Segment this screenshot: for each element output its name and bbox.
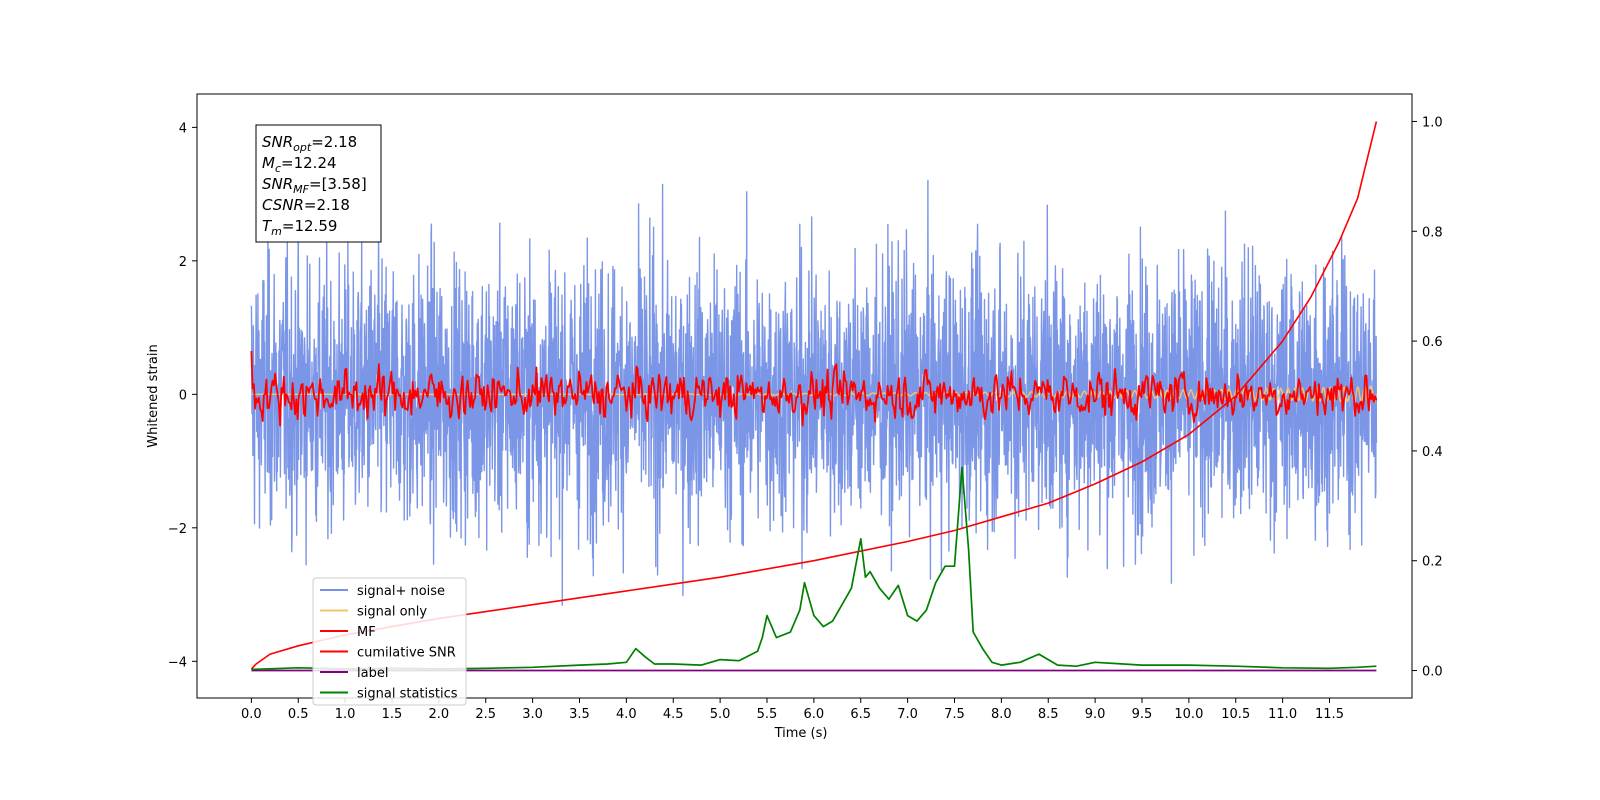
y-tick-label: −4 (168, 655, 187, 670)
x-axis-label: Time (s) (774, 726, 828, 741)
x-tick-label: 7.5 (944, 707, 965, 722)
annotation-line: CSNR=2.18 (262, 196, 350, 214)
y-axis-left: 4 2 0 −2 −4 (168, 121, 197, 670)
legend-entry: signal+ noise (357, 584, 445, 599)
y-tick-label: 2 (179, 255, 187, 270)
x-tick-label: 10.5 (1221, 707, 1250, 722)
y2-tick-label: 1.0 (1422, 115, 1443, 130)
x-tick-label: 3.5 (569, 707, 590, 722)
y-axis-right: 1.0 0.8 0.6 0.4 0.2 0.0 (1412, 115, 1443, 680)
legend-frame (312, 577, 467, 706)
y-tick-label: 0 (179, 388, 187, 403)
legend-entry: label (357, 666, 388, 681)
y2-tick-label: 0.0 (1422, 665, 1443, 680)
x-tick-label: 6.5 (850, 707, 871, 722)
x-tick-label: 5.0 (710, 707, 731, 722)
y2-tick-label: 0.2 (1422, 555, 1443, 570)
annotation-line: Mc=12.24 (262, 154, 337, 175)
x-tick-label: 0.0 (241, 707, 262, 722)
x-tick-label: 6.0 (804, 707, 825, 722)
x-tick-label: 10.0 (1174, 707, 1203, 722)
annotation-line: SNRopt=2.18 (262, 133, 357, 154)
y-tick-label: 4 (179, 121, 187, 136)
plot-frame (196, 93, 1413, 699)
x-tick-label: 9.5 (1132, 707, 1153, 722)
annotation-line: Tm=12.59 (262, 217, 337, 238)
series-mf (250, 350, 1378, 427)
x-tick-label: 11.0 (1268, 707, 1297, 722)
x-tick-label: 4.5 (663, 707, 684, 722)
x-tick-label: 2.5 (475, 707, 496, 722)
y-tick-label: −2 (168, 522, 187, 537)
y2-tick-label: 0.4 (1422, 445, 1443, 460)
x-tick-label: 8.5 (1038, 707, 1059, 722)
series-signal-noise (250, 179, 1378, 606)
x-tick-label: 8.0 (991, 707, 1012, 722)
legend: signal+ noise signal only MF cumilative SNR… (312, 577, 467, 706)
y-axis-label: Whitened strain (146, 344, 161, 447)
legend-entry: MF (357, 625, 376, 640)
x-tick-label: 4.0 (616, 707, 637, 722)
x-tick-label: 7.0 (897, 707, 918, 722)
x-tick-label: 3.0 (522, 707, 543, 722)
x-tick-label: 11.5 (1315, 707, 1344, 722)
x-tick-label: 5.5 (757, 707, 778, 722)
series-signal-statistics (251, 466, 1377, 671)
y2-tick-label: 0.8 (1422, 225, 1443, 240)
annotation-line: SNRMF=[3.58] (262, 175, 367, 196)
legend-entry: signal statistics (357, 687, 458, 702)
annotation-box: SNRopt=2.18Mc=12.24SNRMF=[3.58]CSNR=2.18… (255, 124, 382, 243)
x-tick-label: 1.0 (335, 707, 356, 722)
legend-entry: cumilative SNR (357, 646, 456, 661)
x-axis: 0.0 0.5 1.0 1.5 2.0 2.5 3.0 3.5 4.0 4.5 5.0 5.5 6.0 6… (241, 698, 1344, 722)
y2-tick-label: 0.6 (1422, 335, 1443, 350)
legend-entry: signal only (357, 605, 427, 620)
x-tick-label: 9.0 (1085, 707, 1106, 722)
annotation-frame (255, 124, 382, 243)
x-tick-label: 1.5 (382, 707, 403, 722)
x-tick-label: 2.0 (429, 707, 450, 722)
x-tick-label: 0.5 (288, 707, 309, 722)
